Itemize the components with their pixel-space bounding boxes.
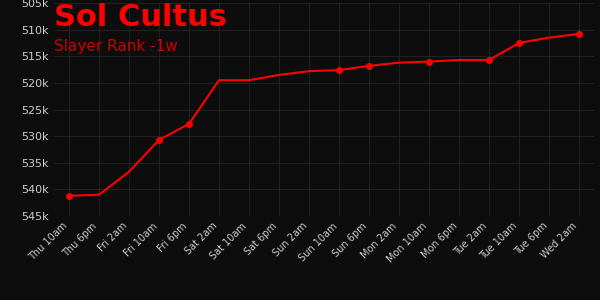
Text: Sol Cultus: Sol Cultus <box>54 3 227 32</box>
Text: Slayer Rank -1w: Slayer Rank -1w <box>54 39 178 54</box>
